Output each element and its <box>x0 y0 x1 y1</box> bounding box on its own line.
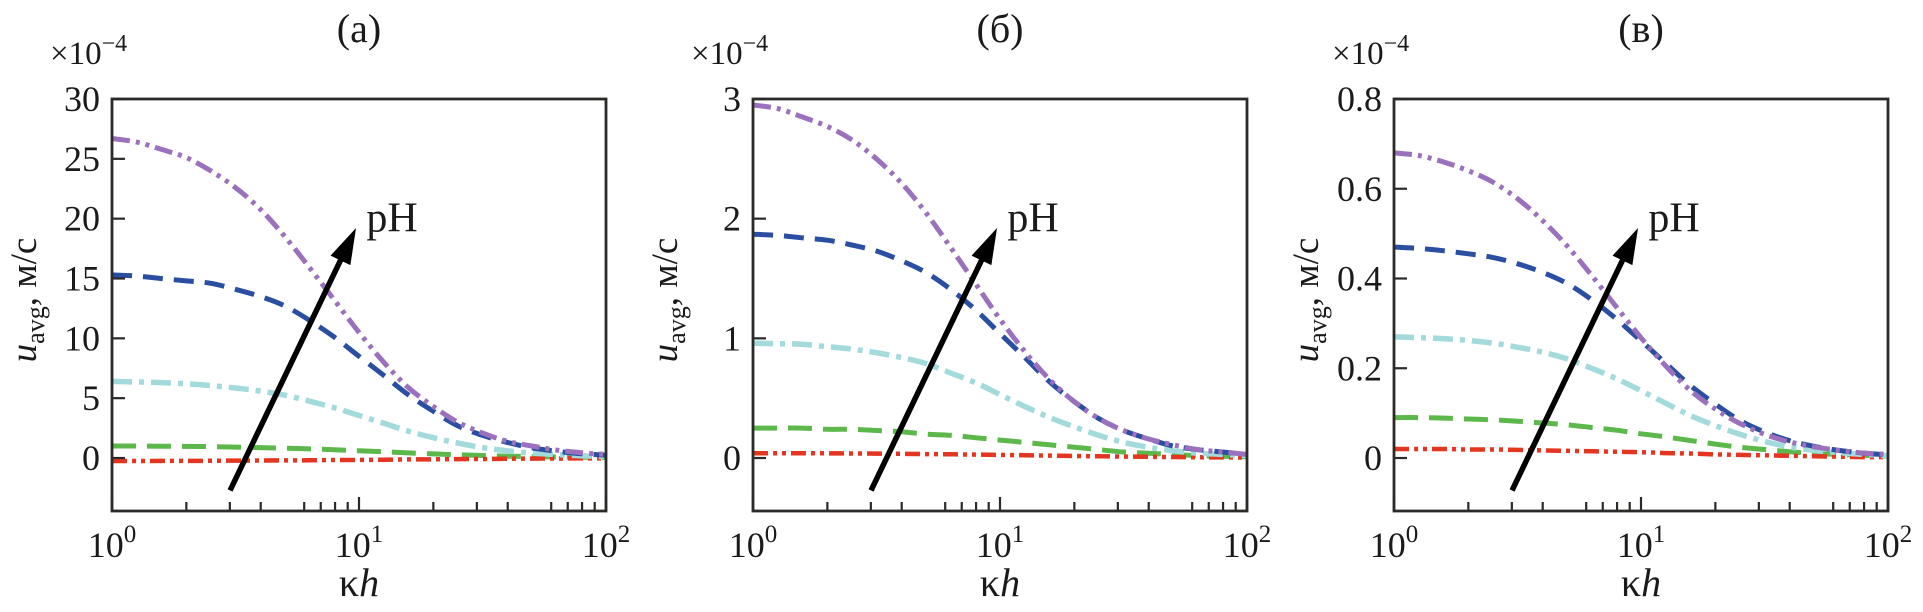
ph-arrow-head <box>971 227 998 266</box>
panel-b: (б) ×10−4 uavg, м/с κh 100 101 102 3 2 1 0 pH <box>641 0 1282 612</box>
curve-ph-level-2 <box>1393 415 1889 459</box>
y-tick-label: 0.6 <box>1337 169 1382 209</box>
curve-ph-level-2 <box>753 425 1248 460</box>
panel-title: (а) <box>337 6 381 51</box>
panel-title: (в) <box>1618 6 1664 51</box>
chart-b: (б) ×10−4 uavg, м/с κh 100 101 102 3 2 1 0 pH <box>645 6 1272 605</box>
y-tick-label: 0.4 <box>1337 259 1382 299</box>
curve-ph-level-4 <box>1393 244 1889 458</box>
y-tick-label: 0.2 <box>1337 348 1382 388</box>
x-tick-label: 101 <box>976 521 1025 565</box>
y-tick-label: 3 <box>723 79 741 119</box>
y-tick-label: 0 <box>1364 438 1382 478</box>
ph-arrow-head <box>330 227 357 266</box>
curve-ph-level-1-lowest- <box>112 456 607 464</box>
y-tick-label: 10 <box>64 318 100 358</box>
y-axis-label: uavg, м/с <box>645 238 691 363</box>
x-tick-label: 100 <box>729 521 778 565</box>
curve-ph-level-3 <box>752 340 1248 459</box>
curve-ph-level-5-highest- <box>752 102 1248 457</box>
ph-annotation-label: pH <box>1007 196 1058 242</box>
y-axis-label: uavg, м/с <box>4 238 50 363</box>
ph-arrow-shaft <box>868 257 985 492</box>
chart-v: (в) ×10−4 uavg, м/с κh 100 101 102 0.8 0.6 0.4 0.2… <box>1286 6 1913 605</box>
x-tick-label: 100 <box>1370 521 1419 565</box>
curve-ph-level-5-highest- <box>111 136 607 457</box>
y-axis-offset-label: ×10−4 <box>50 31 127 72</box>
x-tick-label: 102 <box>1223 521 1272 565</box>
y-tick-label: 0 <box>723 438 741 478</box>
ph-arrow-shaft <box>227 257 344 492</box>
curve-ph-level-4 <box>111 272 607 458</box>
ph-annotation-label: pH <box>1648 196 1699 242</box>
curve-ph-level-4 <box>752 231 1248 457</box>
y-tick-label: 2 <box>723 199 741 239</box>
ph-annotation-label: pH <box>366 196 417 242</box>
y-tick-label: 20 <box>64 199 100 239</box>
x-tick-label: 102 <box>1864 521 1913 565</box>
curve-ph-level-1-lowest- <box>1394 446 1889 460</box>
panel-title: (б) <box>977 6 1024 51</box>
y-tick-label: 5 <box>82 378 100 418</box>
panel-a: (а) ×10−4 uavg, м/с κh 100 101 102 30 25 20 15 10 5 0… <box>0 0 641 612</box>
y-axis-label: uavg, м/с <box>1286 238 1332 363</box>
x-tick-label: 101 <box>335 521 384 565</box>
curve-ph-level-1-lowest- <box>753 450 1248 460</box>
y-tick-label: 1 <box>723 318 741 358</box>
y-tick-label: 15 <box>64 259 100 299</box>
chart-a: (а) ×10−4 uavg, м/с κh 100 101 102 30 25 20 15 10 5 0… <box>4 6 631 605</box>
curve-ph-level-5-highest- <box>1393 150 1889 457</box>
curve-ph-level-3 <box>111 378 607 460</box>
x-axis-label: κh <box>339 560 379 605</box>
panel-v: (в) ×10−4 uavg, м/с κh 100 101 102 0.8 0.6 0.4 0.2… <box>1282 0 1923 612</box>
y-tick-label: 25 <box>64 139 100 179</box>
y-tick-label: 0.8 <box>1337 79 1382 119</box>
x-tick-label: 101 <box>1617 521 1666 565</box>
curve-ph-level-3 <box>1393 334 1889 459</box>
y-axis-offset-label: ×10−4 <box>691 31 768 72</box>
y-tick-label: 30 <box>64 79 100 119</box>
x-tick-label: 100 <box>88 521 137 565</box>
y-tick-label: 0 <box>82 438 100 478</box>
ph-arrow-shaft <box>1509 257 1626 492</box>
x-axis-label: κh <box>980 560 1020 605</box>
x-tick-label: 102 <box>582 521 631 565</box>
curve-ph-level-2 <box>111 443 607 460</box>
y-axis-offset-label: ×10−4 <box>1332 31 1409 72</box>
x-axis-label: κh <box>1621 560 1661 605</box>
ph-arrow-head <box>1612 227 1639 266</box>
